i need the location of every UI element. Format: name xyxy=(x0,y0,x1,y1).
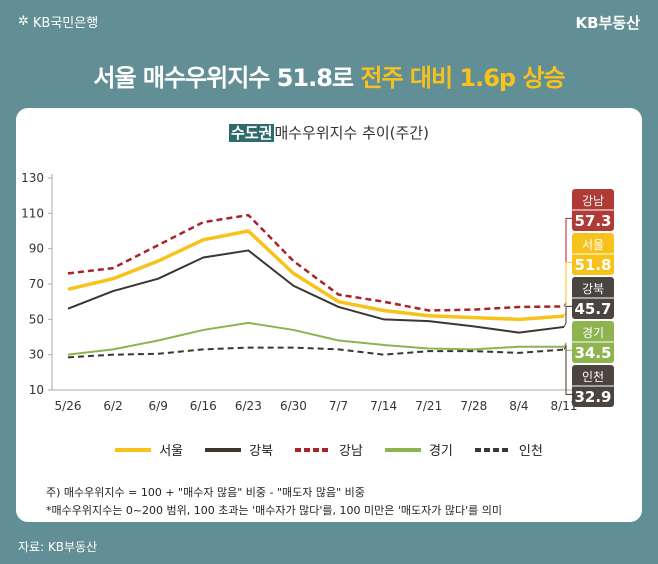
chart-title-tag: 수도권 xyxy=(229,124,275,142)
headline-main: 서울 매수우위지수 51.8로 xyxy=(93,64,361,92)
end-label-value: 57.3 xyxy=(574,212,611,230)
y-tick-label: 130 xyxy=(21,171,44,185)
legend-swatch xyxy=(115,447,152,452)
leader-line xyxy=(563,261,572,317)
x-tick-label: 8/4 xyxy=(509,399,528,413)
end-label-name: 강북 xyxy=(582,282,604,296)
x-tick-label: 7/14 xyxy=(370,399,397,413)
leader-line xyxy=(563,217,572,307)
line-chart: 10 30 50 70 90 110 130 5/26 6/2 6/9 6/16 6/23 6/30 7/… xyxy=(21,171,614,413)
x-tick-label: 6/16 xyxy=(190,399,217,413)
legend-label: 강남 xyxy=(339,444,363,459)
end-label-name: 강남 xyxy=(582,194,604,208)
notes: 주) 매수우위지수 = 100 + "매수자 많음" 비중 - "매도자 많음"… xyxy=(46,484,502,520)
end-label-value: 32.9 xyxy=(574,388,611,406)
x-tick-label: 7/28 xyxy=(460,399,487,413)
y-tick-label: 50 xyxy=(29,312,44,326)
legend-swatch xyxy=(474,447,511,452)
legend-item: 서울 xyxy=(115,440,183,459)
end-label-value: 45.7 xyxy=(574,300,611,318)
end-label-name: 서울 xyxy=(582,238,604,252)
source: 자료: KB부동산 xyxy=(18,540,98,554)
kb-star-icon: ✲ xyxy=(18,14,29,29)
legend-item: 강북 xyxy=(205,440,273,459)
note-formula: 주) 매수우위지수 = 100 + "매수자 많음" 비중 - "매도자 많음"… xyxy=(46,486,365,499)
series-line-경기 xyxy=(67,321,564,356)
chart-card: 수도권 매수우위지수 추이(주간) 10 30 50 70 90 110 130 5/26 6/2… xyxy=(16,108,642,522)
x-tick-label: 7/7 xyxy=(329,399,348,413)
y-tick-label: 10 xyxy=(29,383,44,397)
x-tick-label: 6/23 xyxy=(235,399,262,413)
series-line-강북 xyxy=(67,249,565,334)
x-tick-label: 6/9 xyxy=(149,399,168,413)
legend-label: 인천 xyxy=(518,444,543,459)
end-label-value: 34.5 xyxy=(574,344,611,362)
legend-swatch xyxy=(205,447,242,452)
legend-label: 서울 xyxy=(159,444,184,459)
y-tick-label: 30 xyxy=(29,348,44,362)
legend-item: 인천 xyxy=(474,440,543,459)
x-tick-label: 5/26 xyxy=(55,399,82,413)
headline-highlight: 전주 대비 1.6p 상승 xyxy=(360,64,565,92)
legend-item: 경기 xyxy=(384,440,453,459)
legend-label: 강북 xyxy=(249,444,274,459)
series-line-서울 xyxy=(67,229,565,322)
y-tick-label: 90 xyxy=(29,242,44,256)
end-label-value: 51.8 xyxy=(574,256,611,274)
legend-swatch xyxy=(295,447,332,452)
legend-label: 경기 xyxy=(428,444,453,459)
chart-title: 수도권 매수우위지수 추이(주간) xyxy=(16,122,642,143)
y-tick-label: 70 xyxy=(29,277,44,291)
x-tick-label: 6/2 xyxy=(103,399,122,413)
legend: 서울 강북 강남 경기 인천 xyxy=(16,440,642,459)
end-label-name: 경기 xyxy=(582,326,604,340)
kb-bank-logo: ✲ KB국민은행 xyxy=(18,12,98,31)
leader-line xyxy=(563,345,572,395)
chart-title-text: 매수우위지수 추이(주간) xyxy=(274,124,429,142)
leader-line xyxy=(563,305,572,328)
note-range: *매수우위지수는 0~200 범위, 100 초과는 '매수자가 많다'를, 1… xyxy=(46,504,502,517)
brand-left: KB국민은행 xyxy=(32,16,99,31)
y-tick-label: 110 xyxy=(21,206,44,220)
series-line-인천 xyxy=(67,346,565,359)
legend-swatch xyxy=(384,447,421,452)
end-label-name: 인천 xyxy=(582,369,604,384)
x-tick-label: 6/30 xyxy=(280,399,307,413)
kb-realestate-logo: KB부동산 xyxy=(575,14,640,32)
x-tick-label: 8/11 xyxy=(551,399,578,413)
headline: 서울 매수우위지수 51.8로 전주 대비 1.6p 상승 xyxy=(0,58,658,93)
series-line-강남 xyxy=(67,213,565,312)
legend-item: 강남 xyxy=(295,440,363,459)
x-tick-label: 7/21 xyxy=(415,399,442,413)
